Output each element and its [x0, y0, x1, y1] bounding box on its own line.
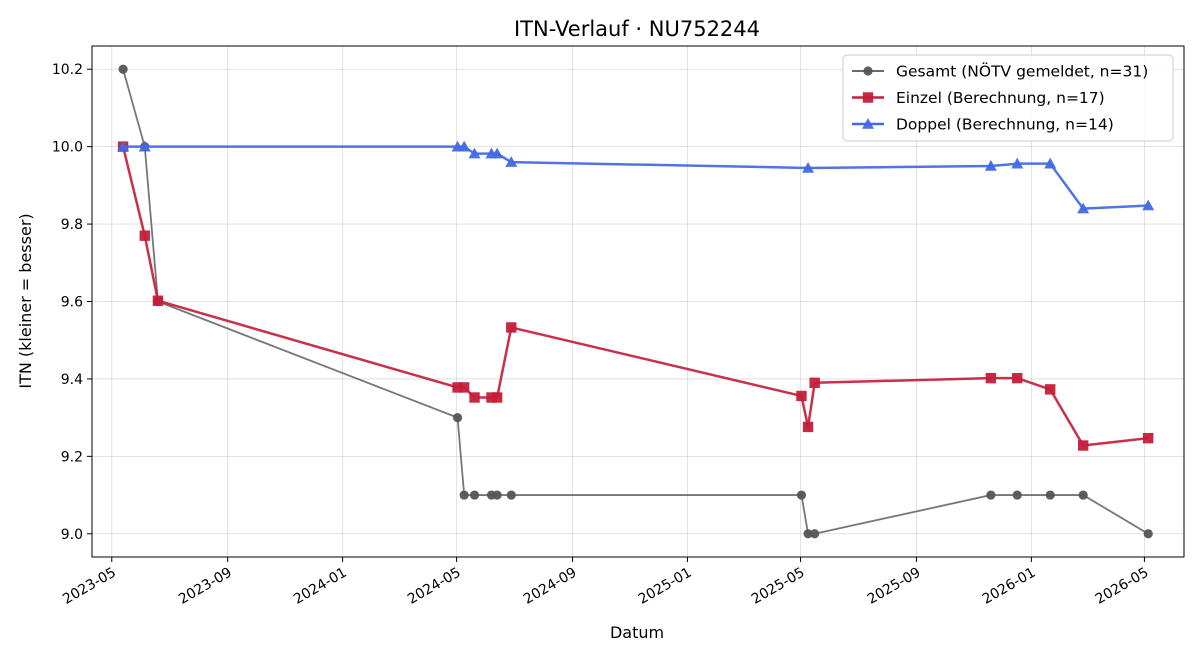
data-point: [796, 390, 807, 402]
data-point: [1045, 384, 1056, 395]
y-tick-label: 9.6: [61, 295, 83, 311]
data-point: [491, 392, 503, 403]
data-point: [1012, 372, 1023, 384]
data-point: [802, 161, 815, 173]
series-layer: [117, 64, 1155, 539]
chart-title: ITN-Verlauf · NU752244: [514, 17, 760, 41]
data-point: [139, 230, 150, 241]
data-point: [138, 140, 151, 152]
data-point: [506, 322, 517, 333]
y-tick-label: 10.2: [52, 62, 83, 78]
data-point: [458, 140, 471, 152]
data-point: [492, 490, 502, 500]
data-point: [984, 160, 997, 171]
x-tick-label: 2025-09: [865, 565, 924, 608]
data-point: [1077, 440, 1089, 451]
data-point: [1045, 490, 1055, 500]
data-point: [1143, 529, 1153, 539]
data-point: [796, 490, 807, 500]
data-point: [506, 490, 516, 500]
data-point: [802, 421, 814, 433]
data-point: [803, 529, 813, 539]
data-point: [1012, 490, 1022, 500]
x-tick-label: 2026-05: [1093, 565, 1152, 608]
series-triangle: [117, 140, 1155, 214]
x-tick-label: 2023-05: [60, 565, 119, 608]
data-point: [810, 529, 820, 539]
data-point: [1078, 490, 1088, 500]
data-point: [491, 147, 504, 159]
data-point: [486, 392, 497, 403]
data-point: [469, 392, 480, 403]
series-line: [123, 145, 1149, 210]
data-point: [469, 490, 480, 500]
x-tick-label: 2023-09: [176, 565, 235, 608]
x-tick-label: 2024-01: [291, 565, 350, 608]
legend-box: [842, 54, 1174, 142]
y-axis-title: ITN (kleiner = besser): [16, 213, 35, 388]
data-point: [152, 295, 164, 306]
data-point: [809, 377, 820, 388]
legend-marker: [862, 118, 874, 129]
tick-layer: 2023-05 2023-09 2024-01 2024-05 2024-09 2025-…: [52, 62, 1152, 607]
data-point: [505, 156, 518, 167]
data-point: [117, 140, 130, 152]
legend-marker: [862, 92, 874, 103]
data-point: [1077, 202, 1090, 214]
legend-label: Doppel (Berechnung, n=14): [896, 116, 1114, 134]
y-tick-label: 10.0: [52, 140, 83, 156]
data-point: [1142, 199, 1155, 211]
data-point: [452, 413, 463, 423]
y-tick-label: 9.4: [61, 372, 83, 388]
y-tick-label: 9.0: [61, 527, 83, 543]
x-tick-label: 2026-01: [980, 565, 1039, 608]
legend-label: Gesamt (NÖTV gemeldet, n=31): [896, 62, 1148, 81]
data-point: [986, 490, 996, 500]
data-point: [459, 490, 469, 500]
x-tick-label: 2025-05: [749, 565, 808, 608]
data-point: [1011, 157, 1024, 169]
legend-item: Gesamt (NÖTV gemeldet, n=31): [852, 62, 1148, 81]
data-point: [458, 382, 470, 393]
legend: Gesamt (NÖTV gemeldet, n=31) Einzel (Bere…: [842, 54, 1174, 142]
legend-label: Einzel (Berechnung, n=17): [896, 89, 1105, 107]
data-point: [1044, 157, 1057, 169]
x-tick-label: 2024-09: [521, 565, 580, 608]
x-axis-title: Datum: [610, 623, 664, 642]
data-point: [468, 147, 481, 159]
data-point: [452, 382, 463, 393]
series-square: [117, 141, 1154, 451]
data-point: [985, 372, 997, 384]
legend-item: Einzel (Berechnung, n=17): [852, 89, 1105, 107]
data-point: [118, 64, 128, 74]
x-tick-label: 2024-05: [405, 565, 464, 608]
series-line: [121, 146, 1149, 447]
legend-marker: [863, 66, 873, 76]
x-tick-label: 2025-01: [636, 565, 695, 608]
y-tick-label: 9.8: [61, 217, 83, 233]
y-tick-label: 9.2: [61, 449, 83, 465]
legend-item: Doppel (Berechnung, n=14): [852, 116, 1114, 134]
data-point: [1142, 432, 1154, 444]
